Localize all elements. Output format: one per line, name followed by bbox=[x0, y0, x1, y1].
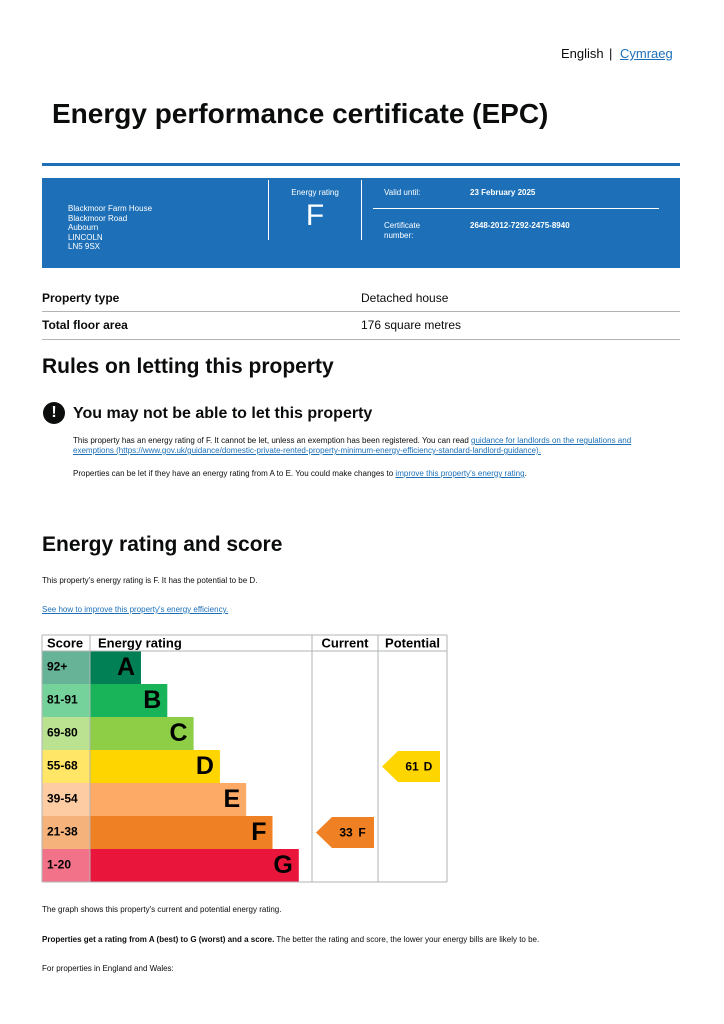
paragraph: This property has an energy rating of F.… bbox=[73, 436, 673, 456]
section-heading: Energy rating and score bbox=[42, 533, 283, 556]
rating-label: Energy rating bbox=[291, 188, 339, 197]
text: Properties get a rating from A (best) to… bbox=[42, 935, 275, 944]
language-separator: | bbox=[609, 46, 613, 61]
column-header: Potential bbox=[385, 635, 440, 650]
paragraph: The graph shows this property's current … bbox=[42, 905, 282, 914]
column-header: Current bbox=[322, 635, 370, 650]
link-url[interactable]: (https://www.gov.uk/guidance/domestic-pr… bbox=[113, 446, 541, 455]
property-value: Detached house bbox=[361, 291, 449, 305]
text: This property has an energy rating of F.… bbox=[73, 436, 472, 445]
arrow-letter: F bbox=[358, 826, 365, 840]
certificate-label: Certificate number: bbox=[384, 221, 421, 240]
score-range: 39-54 bbox=[47, 792, 78, 806]
certificate-number: 2648-2012-7292-2475-8940 bbox=[470, 221, 570, 230]
arrow-score: 61 bbox=[405, 760, 419, 774]
language-link[interactable]: Cymraeg bbox=[620, 46, 673, 61]
title-rule bbox=[42, 163, 680, 166]
summary-rule bbox=[373, 208, 659, 209]
address: Blackmoor Farm House Blackmoor Road Aubo… bbox=[68, 204, 152, 252]
column-header: Score bbox=[47, 635, 83, 650]
band-letter: D bbox=[196, 752, 214, 780]
rating-band bbox=[90, 816, 273, 849]
band-letter: E bbox=[224, 785, 241, 813]
score-cell bbox=[42, 651, 90, 684]
section-heading: Rules on letting this property bbox=[42, 355, 334, 378]
address-line: LN5 9SX bbox=[68, 242, 101, 252]
row-rule bbox=[42, 311, 680, 312]
link[interactable]: See how to improve this property's energ… bbox=[42, 605, 229, 614]
rating-letter: F bbox=[305, 199, 325, 232]
arrow-letter: D bbox=[424, 760, 433, 774]
score-range: 81-91 bbox=[47, 693, 78, 707]
address-line: Aubourn bbox=[68, 223, 99, 233]
score-cell bbox=[42, 750, 90, 783]
text: Properties can be let if they have an en… bbox=[73, 469, 396, 478]
divider bbox=[268, 180, 269, 240]
paragraph: Properties can be let if they have an en… bbox=[73, 469, 527, 478]
score-cell bbox=[42, 717, 90, 750]
score-cell bbox=[42, 684, 90, 717]
warning-icon: ! bbox=[43, 402, 65, 424]
paragraph: This property's energy rating is F. It h… bbox=[42, 576, 258, 585]
link[interactable]: improve this property's energy rating bbox=[395, 469, 525, 478]
rating-band bbox=[90, 717, 194, 750]
text: The better the rating and score, the low… bbox=[274, 935, 540, 944]
property-label: Property type bbox=[42, 291, 120, 305]
page-title: Energy performance certificate (EPC) bbox=[52, 98, 549, 129]
rating-band bbox=[90, 750, 220, 783]
property-label: Total floor area bbox=[42, 318, 128, 332]
rating-band bbox=[90, 684, 168, 717]
text: . bbox=[524, 469, 527, 478]
score-range: 21-38 bbox=[47, 825, 78, 839]
score-range: 92+ bbox=[47, 660, 67, 674]
score-cell bbox=[42, 849, 90, 882]
paragraph: Properties get a rating from A (best) to… bbox=[42, 935, 539, 944]
link[interactable]: guidance for landlords on the regulation… bbox=[73, 436, 632, 455]
rating-band bbox=[90, 651, 141, 684]
divider bbox=[361, 180, 362, 240]
band-letter: G bbox=[273, 851, 292, 879]
score-range: 1-20 bbox=[47, 858, 71, 872]
column-header: Energy rating bbox=[98, 635, 182, 650]
band-letter: A bbox=[117, 653, 135, 681]
score-cell bbox=[42, 783, 90, 816]
language-current: English bbox=[561, 46, 604, 61]
score-range: 69-80 bbox=[47, 726, 78, 740]
band-letter: F bbox=[251, 818, 266, 846]
row-rule bbox=[42, 339, 680, 340]
rating-arrow bbox=[316, 817, 374, 848]
rating-band bbox=[90, 849, 299, 882]
warning-text: You may not be able to let this property bbox=[73, 405, 373, 422]
score-cell bbox=[42, 816, 90, 849]
arrow-score: 33 bbox=[339, 826, 353, 840]
property-value: 176 square metres bbox=[361, 318, 462, 332]
rating-arrow bbox=[382, 751, 440, 782]
band-letter: C bbox=[170, 719, 188, 747]
valid-date: 23 February 2025 bbox=[470, 188, 536, 197]
valid-label: Valid until: bbox=[384, 188, 421, 197]
rating-band bbox=[90, 783, 247, 816]
address-line: LINCOLN bbox=[68, 232, 103, 242]
address-line: Blackmoor Road bbox=[68, 213, 128, 223]
score-range: 55-68 bbox=[47, 759, 78, 773]
address-line: Blackmoor Farm House bbox=[68, 204, 153, 213]
paragraph: For properties in England and Wales: bbox=[42, 964, 174, 973]
band-letter: B bbox=[143, 686, 161, 714]
